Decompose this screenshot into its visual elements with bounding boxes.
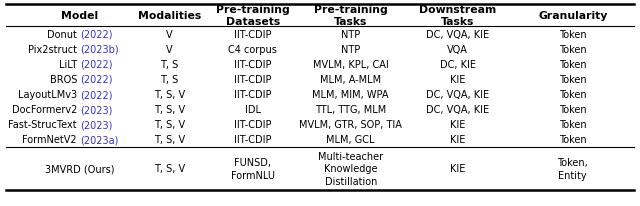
Text: Model: Model <box>61 11 99 21</box>
Text: T, S: T, S <box>161 75 179 84</box>
Text: IIT-CDIP: IIT-CDIP <box>234 60 271 69</box>
Text: V: V <box>166 29 173 39</box>
Text: Token: Token <box>559 90 587 99</box>
Text: Donut: Donut <box>47 29 80 39</box>
Text: IDL: IDL <box>245 105 261 115</box>
Text: NTP: NTP <box>341 44 360 54</box>
Text: Token: Token <box>559 75 587 84</box>
Text: (2022): (2022) <box>80 90 113 99</box>
Text: MLM, GCL: MLM, GCL <box>326 135 375 145</box>
Text: Downstream
Tasks: Downstream Tasks <box>419 5 496 27</box>
Text: Multi-teacher
Knowledge
Distillation: Multi-teacher Knowledge Distillation <box>318 151 383 186</box>
Text: (2022): (2022) <box>80 75 113 84</box>
Text: DC, KIE: DC, KIE <box>440 60 476 69</box>
Text: T, S, V: T, S, V <box>154 105 185 115</box>
Text: Pix2struct: Pix2struct <box>28 44 80 54</box>
Text: DC, VQA, KIE: DC, VQA, KIE <box>426 90 489 99</box>
Text: VQA: VQA <box>447 44 468 54</box>
Text: KIE: KIE <box>450 75 465 84</box>
Text: Granularity: Granularity <box>538 11 607 21</box>
Text: Token: Token <box>559 120 587 130</box>
Text: MLM, MIM, WPA: MLM, MIM, WPA <box>312 90 389 99</box>
Text: (2023): (2023) <box>80 120 113 130</box>
Text: Token: Token <box>559 105 587 115</box>
Text: IIT-CDIP: IIT-CDIP <box>234 120 271 130</box>
Text: DC, VQA, KIE: DC, VQA, KIE <box>426 29 489 39</box>
Text: MVLM, KPL, CAI: MVLM, KPL, CAI <box>313 60 388 69</box>
Text: BROS: BROS <box>49 75 80 84</box>
Text: MLM, A-MLM: MLM, A-MLM <box>320 75 381 84</box>
Text: MVLM, GTR, SOP, TIA: MVLM, GTR, SOP, TIA <box>300 120 402 130</box>
Text: T, S: T, S <box>161 60 179 69</box>
Text: Token,
Entity: Token, Entity <box>557 158 588 180</box>
Text: Token: Token <box>559 29 587 39</box>
Text: T, S, V: T, S, V <box>154 164 185 174</box>
Text: (2023): (2023) <box>80 105 113 115</box>
Text: Token: Token <box>559 60 587 69</box>
Text: Token: Token <box>559 44 587 54</box>
Text: Pre-training
Tasks: Pre-training Tasks <box>314 5 388 27</box>
Text: LiLT: LiLT <box>59 60 80 69</box>
Text: V: V <box>166 44 173 54</box>
Text: T, S, V: T, S, V <box>154 90 185 99</box>
Text: KIE: KIE <box>450 164 465 174</box>
Text: Fast-StrucText: Fast-StrucText <box>8 120 80 130</box>
Text: (2022): (2022) <box>80 29 113 39</box>
Text: KIE: KIE <box>450 120 465 130</box>
Text: T, S, V: T, S, V <box>154 135 185 145</box>
Text: LayoutLMv3: LayoutLMv3 <box>18 90 80 99</box>
Text: C4 corpus: C4 corpus <box>228 44 277 54</box>
Text: 3MVRD (Ours): 3MVRD (Ours) <box>45 164 115 174</box>
Text: Pre-training
Datasets: Pre-training Datasets <box>216 5 290 27</box>
Text: KIE: KIE <box>450 135 465 145</box>
Text: FormNetV2: FormNetV2 <box>22 135 80 145</box>
Text: TTL, TTG, MLM: TTL, TTG, MLM <box>315 105 387 115</box>
Text: FUNSD,
FormNLU: FUNSD, FormNLU <box>231 158 275 180</box>
Text: NTP: NTP <box>341 29 360 39</box>
Text: (2023a): (2023a) <box>80 135 118 145</box>
Text: DC, VQA, KIE: DC, VQA, KIE <box>426 105 489 115</box>
Text: IIT-CDIP: IIT-CDIP <box>234 135 271 145</box>
Text: IIT-CDIP: IIT-CDIP <box>234 90 271 99</box>
Text: IIT-CDIP: IIT-CDIP <box>234 75 271 84</box>
Text: Modalities: Modalities <box>138 11 201 21</box>
Text: Token: Token <box>559 135 587 145</box>
Text: DocFormerv2: DocFormerv2 <box>12 105 80 115</box>
Text: (2022): (2022) <box>80 60 113 69</box>
Text: T, S, V: T, S, V <box>154 120 185 130</box>
Text: IIT-CDIP: IIT-CDIP <box>234 29 271 39</box>
Text: (2023b): (2023b) <box>80 44 118 54</box>
